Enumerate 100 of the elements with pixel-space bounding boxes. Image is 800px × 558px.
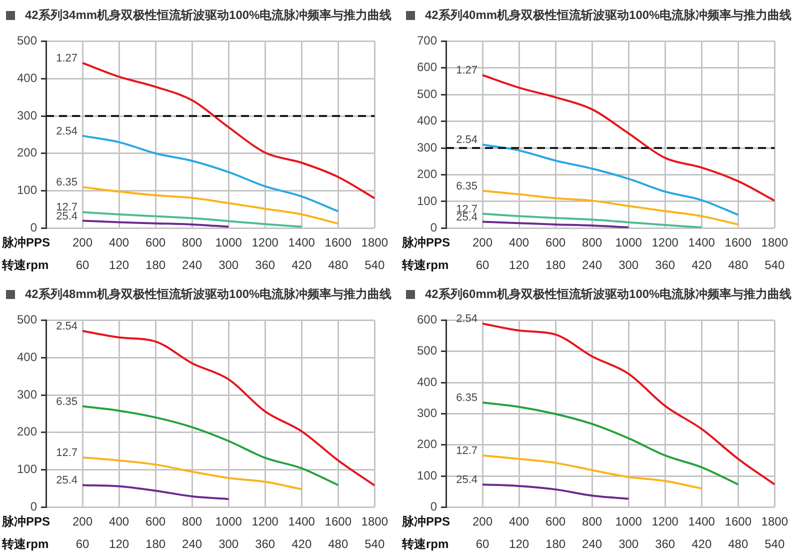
x-axis-title: 脉冲PPS [401,236,450,250]
x-tick-label: 1400 [288,236,316,250]
x2-axis-title: 转速rpm [401,258,449,272]
x-tick-label: 600 [546,236,566,250]
x-tick-label: 600 [146,514,166,529]
x-tick-label: 200 [72,236,93,250]
y-tick-label: 500 [16,34,38,48]
x-tick-label: 800 [582,236,602,250]
y-tick-label: 400 [416,114,438,128]
line-series [482,212,703,228]
x2-tick-label: 480 [728,537,748,552]
y-tick-label: 200 [16,146,38,160]
series-label: 6.35 [56,176,78,189]
x-tick-label: 600 [546,514,566,529]
x2-tick-label: 180 [146,258,166,272]
line-series [82,330,375,487]
x2-tick-label: 60 [476,258,490,272]
series-label: 25.4 [456,474,478,486]
line-series [82,456,303,490]
x-tick-label: 200 [472,514,493,529]
x-tick-label: 1200 [252,514,279,529]
series-label: 6.35 [456,180,478,192]
x-tick-label: 1800 [361,514,388,529]
x2-tick-label: 420 [692,258,712,272]
y-tick-label: 600 [416,60,438,74]
y-tick-label: 100 [16,462,38,476]
x-tick-label: 400 [109,514,130,529]
x-axis-title: 脉冲PPS [1,514,50,529]
x2-tick-label: 240 [182,537,202,552]
x-tick-label: 1000 [215,514,242,529]
x2-tick-label: 300 [218,258,239,272]
x-tick-label: 1400 [688,514,716,529]
x2-tick-label: 420 [692,537,712,552]
y-tick-label: 300 [416,406,438,420]
x2-tick-label: 120 [509,537,530,552]
x-tick-label: 600 [146,236,166,250]
x-tick-label: 1600 [724,236,752,250]
series-label: 25.4 [56,210,78,222]
series-label: 25.4 [56,474,78,487]
line-series [82,211,303,228]
x-tick-label: 400 [509,236,530,250]
series-label: 12.7 [56,446,78,459]
y-tick-label: 400 [16,350,38,364]
x2-tick-label: 480 [328,537,348,552]
y-tick-label: 0 [430,500,438,514]
x-tick-label: 1000 [215,236,242,250]
x-tick-label: 800 [182,236,202,250]
chart-title: 42系列48mm机身双极性恒流斩波驱动100%电流脉冲频率与推力曲线 [25,286,392,302]
x2-axis-title: 转速rpm [401,537,449,552]
series-label: 1.27 [56,52,78,64]
y-tick-label: 200 [416,167,438,182]
x-tick-label: 800 [182,514,202,529]
y-tick-label: 500 [16,312,38,327]
x2-axis-title: 转速rpm [1,537,49,552]
series-label: 6.35 [56,396,78,408]
x2-tick-label: 180 [546,537,566,552]
series-label: 2.54 [56,320,78,333]
line-series [482,483,630,500]
line-series [482,454,703,490]
line-series [482,322,775,486]
x-tick-label: 1000 [615,236,642,250]
y-tick-label: 0 [30,500,38,514]
line-series [82,134,340,212]
y-tick-label: 600 [416,312,438,327]
series-label: 2.54 [456,313,478,326]
x-tick-label: 200 [72,514,93,529]
x2-tick-label: 300 [618,258,639,272]
x2-tick-label: 300 [618,537,639,552]
series-label: 2.54 [456,134,478,146]
line-series [482,401,740,486]
x-tick-label: 800 [582,514,602,529]
x2-axis-title: 转速rpm [1,258,49,272]
line-series [482,144,740,216]
x-axis-title: 脉冲PPS [1,236,50,250]
x-tick-label: 200 [472,236,493,250]
x2-tick-label: 120 [509,258,530,272]
y-tick-label: 300 [416,140,438,154]
y-tick-label: 0 [30,220,38,235]
y-tick-label: 300 [16,108,38,122]
line-series [82,405,340,486]
x2-tick-label: 540 [764,258,785,272]
x2-tick-label: 540 [364,258,385,272]
x-axis-title: 脉冲PPS [401,514,450,529]
x-tick-label: 1800 [361,236,388,250]
y-tick-label: 700 [416,34,438,48]
x-tick-label: 1200 [652,514,679,529]
x2-tick-label: 360 [255,258,276,272]
x2-tick-label: 420 [292,537,312,552]
line-series [82,186,340,225]
series-label: 2.54 [56,125,78,138]
y-tick-label: 100 [416,468,438,482]
y-tick-label: 100 [416,194,438,208]
y-tick-label: 200 [16,424,38,439]
line-series [482,74,775,202]
x-tick-label: 1000 [615,514,642,529]
x2-tick-label: 360 [655,258,676,272]
y-tick-label: 500 [416,86,438,101]
x2-tick-label: 360 [255,537,276,552]
y-tick-label: 400 [416,374,438,389]
x2-tick-label: 180 [546,258,566,272]
